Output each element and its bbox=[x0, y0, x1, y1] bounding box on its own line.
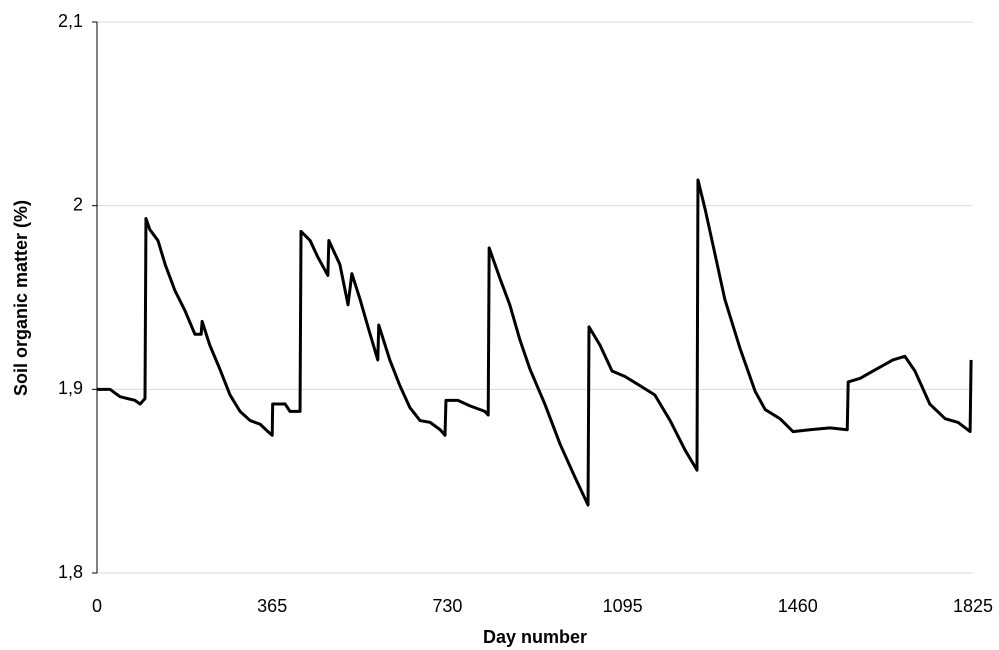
x-axis-title: Day number bbox=[483, 627, 587, 647]
y-tick-label: 2,1 bbox=[58, 11, 83, 31]
x-tick-label: 365 bbox=[257, 596, 287, 616]
x-tick-label: 730 bbox=[432, 596, 462, 616]
y-tick-label: 1,9 bbox=[58, 378, 83, 398]
x-tick-label: 0 bbox=[92, 596, 102, 616]
y-axis-title: Soil organic matter (%) bbox=[11, 200, 31, 396]
x-tick-label: 1825 bbox=[953, 596, 993, 616]
data-line bbox=[97, 178, 973, 507]
y-tick-label: 2 bbox=[73, 194, 83, 214]
x-tick-label: 1095 bbox=[603, 596, 643, 616]
y-tick-label: 1,8 bbox=[58, 562, 83, 582]
x-tick-label: 1460 bbox=[778, 596, 818, 616]
